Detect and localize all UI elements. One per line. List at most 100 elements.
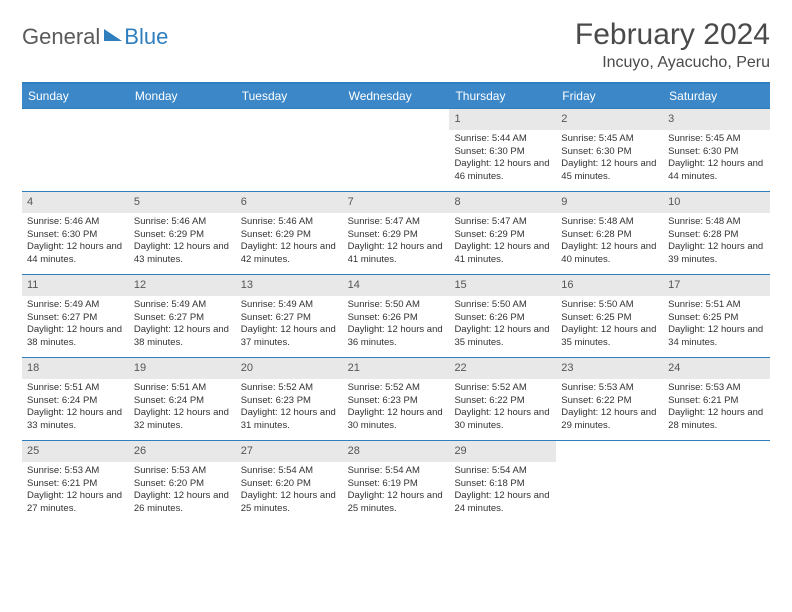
day-details: Sunrise: 5:52 AMSunset: 6:23 PMDaylight:… [348,382,445,433]
day-number: 26 [129,441,236,462]
calendar-cell: 4 Sunrise: 5:46 AMSunset: 6:30 PMDaylight… [22,192,129,274]
calendar-cell: 28Sunrise: 5:54 AMSunset: 6:19 PMDayligh… [343,441,450,523]
day-number: 18 [22,358,129,379]
calendar-cell: 29 Sunrise: 5:54 AMSunset: 6:18 PMDayligh… [449,441,556,523]
day-details: Sunrise: 5:47 AMSunset: 6:29 PMDaylight:… [454,216,551,267]
week-row: 1 Sunrise: 5:44 AMSunset: 6:30 PMDaylight… [22,108,770,191]
calendar-cell: 21 Sunrise: 5:52 AMSunset: 6:23 PMDayligh… [343,358,450,440]
logo-triangle-icon [104,29,122,41]
day-details: Sunrise: 5:50 AMSunset: 6:25 PMDaylight:… [561,299,658,350]
calendar-cell: 1 Sunrise: 5:44 AMSunset: 6:30 PMDaylight… [449,109,556,191]
day-number: 14 [343,275,450,296]
day-details: Sunrise: 5:46 AMSunset: 6:30 PMDaylight:… [27,216,124,267]
day-number: 15 [449,275,556,296]
calendar-cell: 16 Sunrise: 5:50 AMSunset: 6:25 PMDayligh… [556,275,663,357]
week-row: 11Sunrise: 5:49 AMSunset: 6:27 PMDayligh… [22,274,770,357]
calendar-cell: 8 Sunrise: 5:47 AMSunset: 6:29 PMDaylight… [449,192,556,274]
day-details: Sunrise: 5:53 AMSunset: 6:22 PMDaylight:… [561,382,658,433]
day-details: Sunrise: 5:53 AMSunset: 6:21 PMDaylight:… [668,382,765,433]
day-number: 10 [663,192,770,213]
day-details: Sunrise: 5:54 AMSunset: 6:19 PMDaylight:… [348,465,445,516]
day-number: 13 [236,275,343,296]
day-number: 11 [22,275,129,296]
calendar-cell: 6Sunrise: 5:46 AMSunset: 6:29 PMDaylight… [236,192,343,274]
calendar-cell: 5 Sunrise: 5:46 AMSunset: 6:29 PMDaylight… [129,192,236,274]
calendar-cell: 12 Sunrise: 5:49 AMSunset: 6:27 PMDayligh… [129,275,236,357]
day-number: 6 [236,192,343,213]
day-details: Sunrise: 5:54 AMSunset: 6:20 PMDaylight:… [241,465,338,516]
day-number: 1 [449,109,556,130]
day-details: Sunrise: 5:53 AMSunset: 6:21 PMDaylight:… [27,465,124,516]
week-row: 25 Sunrise: 5:53 AMSunset: 6:21 PMDayligh… [22,440,770,523]
day-details: Sunrise: 5:45 AMSunset: 6:30 PMDaylight:… [561,133,658,184]
day-header: Saturday [663,84,770,108]
calendar: SundayMondayTuesdayWednesdayThursdayFrid… [22,82,770,523]
calendar-cell: 23Sunrise: 5:53 AMSunset: 6:22 PMDayligh… [556,358,663,440]
day-number: 24 [663,358,770,379]
calendar-cell: 19 Sunrise: 5:51 AMSunset: 6:24 PMDayligh… [129,358,236,440]
day-header: Monday [129,84,236,108]
day-details: Sunrise: 5:54 AMSunset: 6:18 PMDaylight:… [454,465,551,516]
calendar-cell: 10 Sunrise: 5:48 AMSunset: 6:28 PMDayligh… [663,192,770,274]
day-header: Sunday [22,84,129,108]
day-details: Sunrise: 5:50 AMSunset: 6:26 PMDaylight:… [454,299,551,350]
calendar-cell: 20Sunrise: 5:52 AMSunset: 6:23 PMDayligh… [236,358,343,440]
day-header: Wednesday [343,84,450,108]
calendar-cell: 27Sunrise: 5:54 AMSunset: 6:20 PMDayligh… [236,441,343,523]
day-details: Sunrise: 5:51 AMSunset: 6:25 PMDaylight:… [668,299,765,350]
day-details: Sunrise: 5:48 AMSunset: 6:28 PMDaylight:… [561,216,658,267]
day-number: 21 [343,358,450,379]
calendar-cell: 2Sunrise: 5:45 AMSunset: 6:30 PMDaylight… [556,109,663,191]
day-details: Sunrise: 5:49 AMSunset: 6:27 PMDaylight:… [241,299,338,350]
day-number: 19 [129,358,236,379]
day-header-row: SundayMondayTuesdayWednesdayThursdayFrid… [22,84,770,108]
calendar-cell [663,441,770,523]
title-block: February 2024 Incuyo, Ayacucho, Peru [575,18,770,72]
day-details: Sunrise: 5:47 AMSunset: 6:29 PMDaylight:… [348,216,445,267]
day-details: Sunrise: 5:51 AMSunset: 6:24 PMDaylight:… [27,382,124,433]
day-number: 25 [22,441,129,462]
day-details: Sunrise: 5:49 AMSunset: 6:27 PMDaylight:… [134,299,231,350]
day-number: 12 [129,275,236,296]
calendar-cell: 15 Sunrise: 5:50 AMSunset: 6:26 PMDayligh… [449,275,556,357]
day-number: 9 [556,192,663,213]
location: Incuyo, Ayacucho, Peru [575,54,770,72]
day-details: Sunrise: 5:49 AMSunset: 6:27 PMDaylight:… [27,299,124,350]
calendar-cell [556,441,663,523]
week-row: 18Sunrise: 5:51 AMSunset: 6:24 PMDayligh… [22,357,770,440]
day-details: Sunrise: 5:51 AMSunset: 6:24 PMDaylight:… [134,382,231,433]
day-number: 8 [449,192,556,213]
day-details: Sunrise: 5:44 AMSunset: 6:30 PMDaylight:… [454,133,551,184]
calendar-cell [236,109,343,191]
day-number: 29 [449,441,556,462]
logo-sub: Blue [124,24,168,50]
day-details: Sunrise: 5:50 AMSunset: 6:26 PMDaylight:… [348,299,445,350]
page-title: February 2024 [575,18,770,52]
day-number: 16 [556,275,663,296]
day-number: 5 [129,192,236,213]
calendar-cell [22,109,129,191]
calendar-cell: 25 Sunrise: 5:53 AMSunset: 6:21 PMDayligh… [22,441,129,523]
day-details: Sunrise: 5:48 AMSunset: 6:28 PMDaylight:… [668,216,765,267]
day-details: Sunrise: 5:52 AMSunset: 6:23 PMDaylight:… [241,382,338,433]
day-number: 4 [22,192,129,213]
day-number: 22 [449,358,556,379]
day-number: 17 [663,275,770,296]
calendar-cell [343,109,450,191]
calendar-cell: 14 Sunrise: 5:50 AMSunset: 6:26 PMDayligh… [343,275,450,357]
day-header: Tuesday [236,84,343,108]
calendar-cell: 17 Sunrise: 5:51 AMSunset: 6:25 PMDayligh… [663,275,770,357]
day-details: Sunrise: 5:46 AMSunset: 6:29 PMDaylight:… [134,216,231,267]
calendar-cell: 26 Sunrise: 5:53 AMSunset: 6:20 PMDayligh… [129,441,236,523]
day-details: Sunrise: 5:53 AMSunset: 6:20 PMDaylight:… [134,465,231,516]
calendar-cell: 9 Sunrise: 5:48 AMSunset: 6:28 PMDaylight… [556,192,663,274]
calendar-cell: 24 Sunrise: 5:53 AMSunset: 6:21 PMDayligh… [663,358,770,440]
calendar-cell: 18 Sunrise: 5:51 AMSunset: 6:24 PMDayligh… [22,358,129,440]
day-number: 7 [343,192,450,213]
day-number: 3 [663,109,770,130]
calendar-cell: 22Sunrise: 5:52 AMSunset: 6:22 PMDayligh… [449,358,556,440]
calendar-cell [129,109,236,191]
day-header: Friday [556,84,663,108]
calendar-cell: 3Sunrise: 5:45 AMSunset: 6:30 PMDaylight… [663,109,770,191]
calendar-cell: 11 Sunrise: 5:49 AMSunset: 6:27 PMDayligh… [22,275,129,357]
